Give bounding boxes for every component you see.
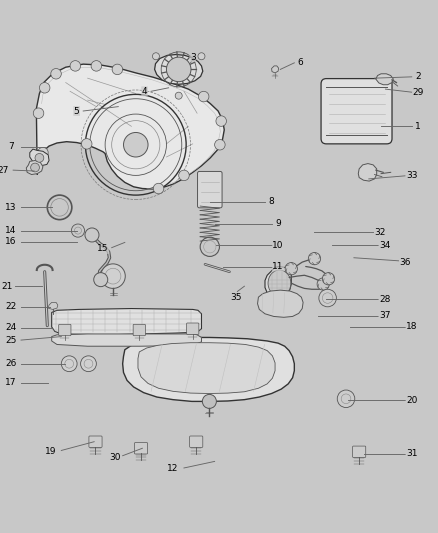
Polygon shape xyxy=(26,160,43,174)
Text: 29: 29 xyxy=(413,87,424,96)
Text: 17: 17 xyxy=(5,378,17,387)
Text: 22: 22 xyxy=(5,302,17,311)
Text: 28: 28 xyxy=(379,295,390,304)
Circle shape xyxy=(112,64,123,75)
Text: 20: 20 xyxy=(406,395,417,405)
FancyBboxPatch shape xyxy=(198,172,222,208)
Text: 12: 12 xyxy=(167,464,179,473)
FancyBboxPatch shape xyxy=(59,324,71,336)
Polygon shape xyxy=(138,343,275,393)
Circle shape xyxy=(152,53,159,60)
Text: 10: 10 xyxy=(272,241,284,250)
Circle shape xyxy=(179,170,189,181)
Circle shape xyxy=(337,390,355,408)
Text: 14: 14 xyxy=(5,226,17,235)
Text: 35: 35 xyxy=(230,293,241,302)
Text: 4: 4 xyxy=(142,87,147,96)
FancyBboxPatch shape xyxy=(187,323,199,334)
Circle shape xyxy=(153,183,164,194)
Text: 26: 26 xyxy=(5,359,17,368)
Circle shape xyxy=(31,163,39,172)
Text: 33: 33 xyxy=(406,171,417,180)
Circle shape xyxy=(215,140,225,150)
Polygon shape xyxy=(358,164,377,181)
Text: 7: 7 xyxy=(8,142,14,151)
Text: 8: 8 xyxy=(268,197,275,206)
Circle shape xyxy=(166,57,191,82)
Circle shape xyxy=(216,116,226,126)
FancyBboxPatch shape xyxy=(89,436,102,447)
Circle shape xyxy=(124,133,148,157)
Circle shape xyxy=(38,147,48,158)
Text: 19: 19 xyxy=(45,447,56,456)
Circle shape xyxy=(322,273,335,285)
Circle shape xyxy=(91,61,102,71)
Text: 13: 13 xyxy=(5,203,17,212)
Circle shape xyxy=(198,53,205,60)
Circle shape xyxy=(33,108,44,118)
Circle shape xyxy=(308,253,321,265)
Text: 5: 5 xyxy=(74,107,80,116)
FancyBboxPatch shape xyxy=(353,446,366,457)
Polygon shape xyxy=(52,309,201,335)
Polygon shape xyxy=(30,149,49,166)
Text: 30: 30 xyxy=(109,454,120,463)
Circle shape xyxy=(101,264,125,288)
Text: 16: 16 xyxy=(5,237,17,246)
Circle shape xyxy=(319,289,336,307)
Text: 1: 1 xyxy=(415,122,421,131)
FancyBboxPatch shape xyxy=(133,324,145,336)
Text: 3: 3 xyxy=(190,53,196,62)
FancyBboxPatch shape xyxy=(190,436,203,447)
Text: 32: 32 xyxy=(374,228,386,237)
Text: 34: 34 xyxy=(379,241,390,250)
Text: 15: 15 xyxy=(97,245,109,254)
Circle shape xyxy=(317,278,329,290)
Polygon shape xyxy=(258,290,303,317)
Ellipse shape xyxy=(268,270,291,296)
Text: 21: 21 xyxy=(1,282,12,290)
Circle shape xyxy=(81,139,92,149)
Text: 31: 31 xyxy=(406,449,417,458)
Text: 2: 2 xyxy=(416,72,421,82)
Polygon shape xyxy=(265,266,291,297)
Polygon shape xyxy=(36,64,224,189)
Circle shape xyxy=(35,154,44,162)
Circle shape xyxy=(71,224,85,237)
Polygon shape xyxy=(52,334,201,346)
Polygon shape xyxy=(48,302,58,310)
Text: 24: 24 xyxy=(5,324,17,332)
Circle shape xyxy=(39,83,50,93)
Text: 6: 6 xyxy=(297,58,303,67)
Text: 18: 18 xyxy=(406,322,417,331)
Circle shape xyxy=(175,92,182,99)
Polygon shape xyxy=(272,66,279,73)
Circle shape xyxy=(202,394,216,408)
Circle shape xyxy=(51,69,61,79)
Text: 37: 37 xyxy=(379,311,390,320)
Text: 25: 25 xyxy=(5,336,17,344)
Circle shape xyxy=(285,263,297,275)
Text: 27: 27 xyxy=(0,166,9,175)
Circle shape xyxy=(198,91,209,102)
Text: 9: 9 xyxy=(275,219,281,228)
Text: 36: 36 xyxy=(399,257,411,266)
Circle shape xyxy=(70,61,81,71)
Circle shape xyxy=(81,356,96,372)
Polygon shape xyxy=(155,54,203,84)
Circle shape xyxy=(94,273,108,287)
Text: 11: 11 xyxy=(272,262,284,271)
Circle shape xyxy=(61,356,77,372)
FancyBboxPatch shape xyxy=(321,78,392,144)
Polygon shape xyxy=(376,74,393,85)
FancyBboxPatch shape xyxy=(134,442,148,454)
Polygon shape xyxy=(123,337,294,401)
Circle shape xyxy=(85,228,99,242)
